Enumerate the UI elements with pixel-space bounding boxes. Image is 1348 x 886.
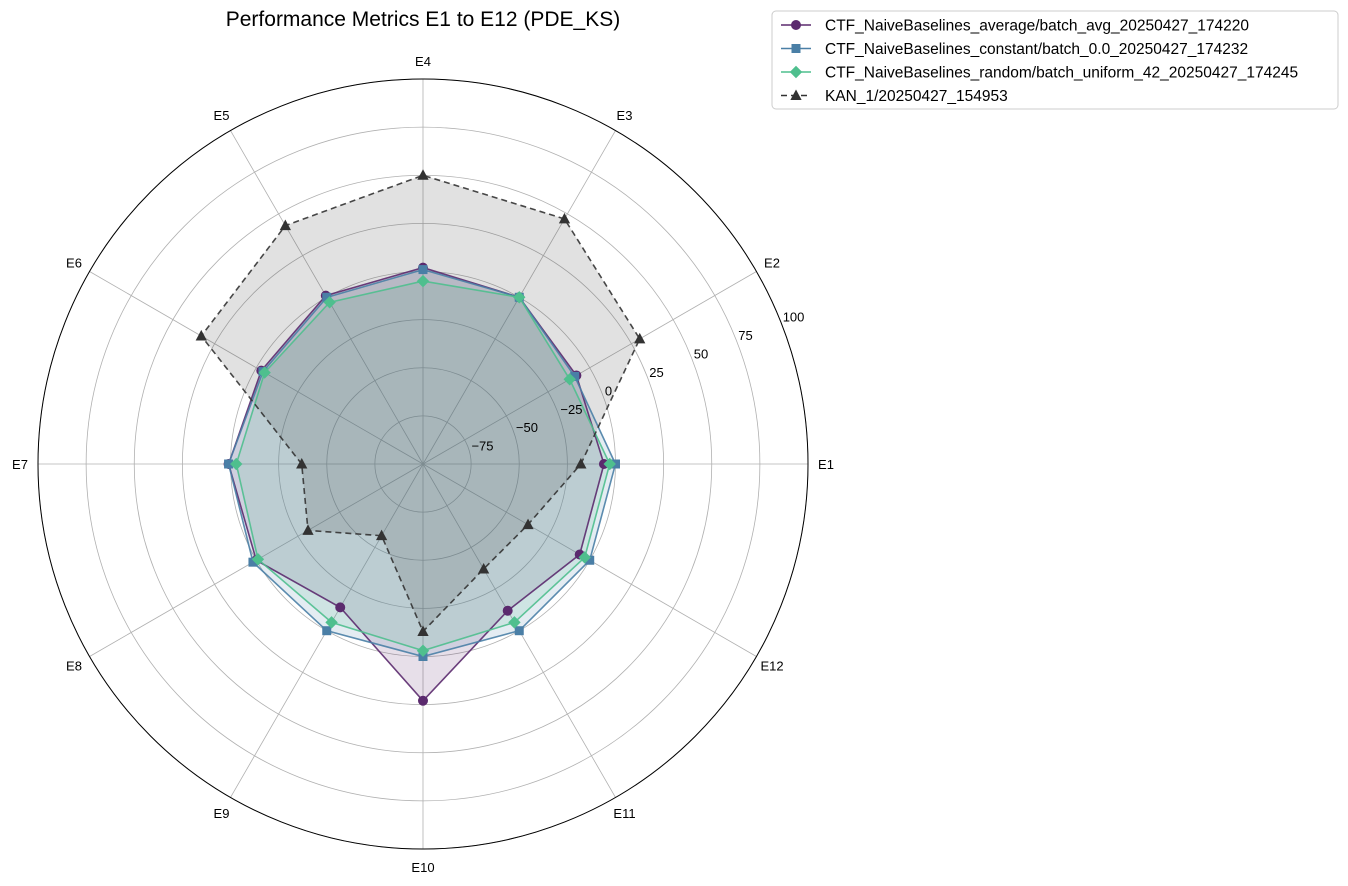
category-label: E10 (411, 860, 434, 875)
series-fill (228, 269, 616, 657)
radial-tick-label: 50 (694, 347, 708, 362)
grid-spoke (422, 271, 757, 465)
data-point-triangle (790, 89, 802, 100)
series-lines (195, 169, 646, 706)
data-point-circle (791, 20, 801, 30)
series-fill (236, 281, 610, 651)
data-point-square (418, 265, 428, 275)
legend: CTF_NaiveBaselines_average/batch_avg_202… (771, 10, 1339, 110)
category-label: E2 (764, 256, 780, 271)
axis-labels: E1 E2 E3 E4 E5 E6 E7 E8 E9 E10 E11 E12 −75 −50 −25 0 25 5… (12, 54, 834, 875)
series-3 (230, 274, 616, 657)
chart-title: Performance Metrics E1 to E12 (PDE_KS) (226, 8, 620, 31)
category-label: E12 (760, 659, 783, 674)
series-fill (201, 175, 640, 632)
radial-tick-label: −50 (516, 420, 538, 435)
series-fill (228, 267, 604, 701)
category-label: E11 (613, 806, 635, 821)
data-point-diamond (416, 644, 430, 657)
radial-tick-label: 75 (738, 328, 752, 343)
data-point-diamond (230, 457, 243, 471)
series-4 (195, 169, 646, 636)
category-label: E3 (617, 108, 633, 123)
data-point-diamond (251, 553, 265, 566)
data-point-triangle (634, 332, 646, 344)
category-label: E1 (818, 457, 834, 472)
data-point-triangle (296, 457, 308, 469)
legend-item: CTF_NaiveBaselines_random/batch_uniform_… (781, 65, 1298, 82)
data-point-diamond (578, 551, 591, 564)
polar-frame (37, 78, 809, 850)
data-point-triangle (522, 518, 534, 530)
data-point-triangle (558, 212, 571, 224)
data-point-diamond (508, 616, 521, 629)
data-point-diamond (258, 366, 271, 379)
data-point-circle (335, 602, 346, 613)
data-point-circle (418, 695, 428, 706)
legend-item: CTF_NaiveBaselines_average/batch_avg_202… (781, 18, 1249, 35)
legend-label: KAN_1/20250427_154953 (825, 88, 1008, 105)
series-fills (201, 175, 640, 701)
data-point-triangle (417, 625, 429, 636)
data-point-triangle (575, 457, 587, 469)
data-point-diamond (789, 65, 803, 79)
data-point-triangle (375, 529, 388, 541)
category-label: E8 (66, 659, 82, 674)
radial-tick-label: 25 (649, 365, 663, 380)
data-point-square (514, 626, 524, 636)
radial-tick-label: −25 (560, 402, 582, 417)
data-point-diamond (513, 291, 526, 304)
legend-label: CTF_NaiveBaselines_constant/batch_0.0_20… (825, 41, 1248, 58)
data-point-triangle (302, 524, 314, 535)
category-label: E4 (415, 54, 431, 69)
category-label: E7 (12, 457, 28, 472)
data-point-diamond (323, 296, 336, 309)
data-point-square (791, 44, 801, 53)
radial-tick-label: 100 (783, 310, 805, 325)
radial-tick-label: 0 (605, 383, 612, 398)
legend-item: CTF_NaiveBaselines_constant/batch_0.0_20… (781, 41, 1248, 58)
data-point-triangle (195, 329, 207, 341)
data-point-triangle (478, 562, 490, 574)
data-point-circle (502, 605, 513, 616)
category-label: E5 (214, 108, 230, 123)
data-point-diamond (563, 373, 576, 386)
grid-spoke (89, 271, 424, 465)
data-point-diamond (325, 616, 338, 629)
legend-item: KAN_1/20250427_154953 (781, 88, 1008, 105)
data-point-triangle (417, 169, 429, 180)
legend-box (771, 10, 1339, 110)
radial-tick-label: −75 (471, 439, 493, 454)
category-label: E9 (214, 806, 230, 821)
data-point-triangle (279, 219, 291, 231)
data-point-diamond (603, 457, 616, 471)
category-label: E6 (66, 256, 82, 271)
data-point-diamond (416, 274, 430, 288)
legend-label: CTF_NaiveBaselines_random/batch_uniform_… (825, 65, 1298, 82)
legend-label: CTF_NaiveBaselines_average/batch_avg_202… (825, 18, 1249, 35)
data-point-square (322, 626, 332, 636)
